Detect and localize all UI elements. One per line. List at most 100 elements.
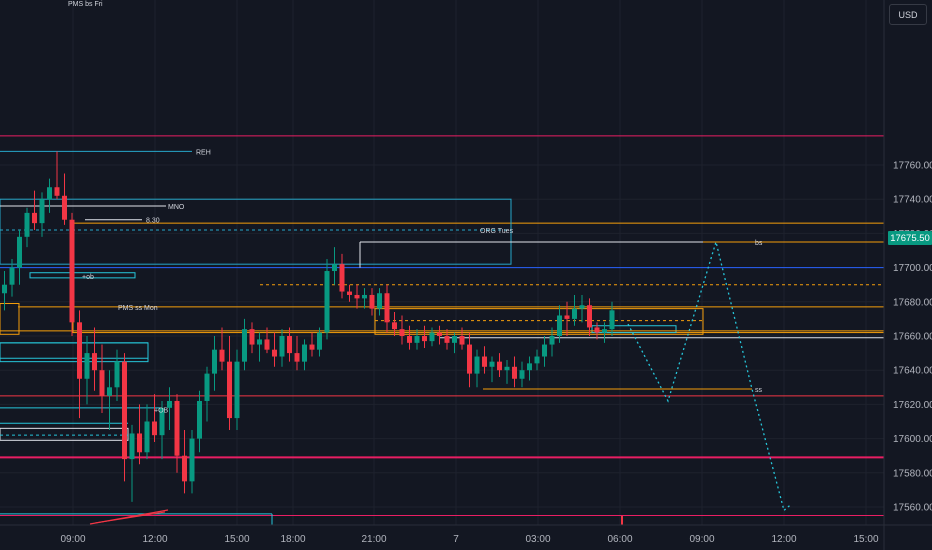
level-label-org-tues: ORG Tues bbox=[480, 228, 514, 235]
candle-body bbox=[227, 361, 232, 419]
candle-body bbox=[609, 310, 615, 330]
projection-path bbox=[627, 239, 791, 512]
y-tick-label: 17740.00 bbox=[893, 195, 932, 206]
level-label-bs: bs bbox=[755, 240, 763, 247]
candle-body bbox=[204, 373, 210, 401]
candle-body bbox=[324, 271, 330, 333]
candle-body bbox=[287, 336, 292, 354]
y-tick-label: 17620.00 bbox=[893, 400, 932, 411]
candle-body bbox=[317, 332, 322, 350]
candle-body bbox=[429, 332, 435, 342]
candle-body bbox=[174, 400, 180, 456]
candle-body bbox=[272, 349, 277, 357]
candle-body bbox=[159, 407, 165, 436]
x-tick-label: 09:00 bbox=[60, 534, 85, 545]
candle-body bbox=[572, 308, 577, 319]
x-tick-label: 03:00 bbox=[525, 534, 550, 545]
candle-body bbox=[557, 315, 562, 336]
x-tick-label: 15:00 bbox=[853, 534, 878, 545]
candle-body bbox=[2, 284, 7, 294]
ob-zone-box bbox=[29, 272, 136, 279]
candle-body bbox=[219, 349, 225, 362]
candle-body bbox=[339, 264, 345, 292]
candles bbox=[2, 151, 615, 502]
candle-body bbox=[99, 370, 105, 396]
y-tick-label: 17600.00 bbox=[893, 434, 932, 445]
zone-boxes bbox=[0, 198, 885, 441]
level-label-reh: REH bbox=[196, 149, 211, 156]
teal-zone-box bbox=[591, 325, 677, 334]
candle-body bbox=[77, 322, 82, 379]
candle-body bbox=[279, 336, 285, 357]
candle-body bbox=[384, 293, 390, 323]
candle-body bbox=[182, 455, 187, 482]
candle-body bbox=[354, 294, 360, 299]
candle-body bbox=[407, 336, 412, 343]
candle-body bbox=[107, 387, 112, 396]
currency-button[interactable]: USD bbox=[889, 4, 927, 25]
candle-body bbox=[167, 400, 172, 408]
candle-body bbox=[302, 344, 307, 362]
teal-zone-box bbox=[0, 198, 512, 265]
candle-body bbox=[534, 356, 540, 364]
candle-body bbox=[594, 327, 600, 333]
candle-body bbox=[474, 356, 480, 374]
candle-body bbox=[17, 236, 22, 268]
x-tick-label: 12:00 bbox=[142, 534, 167, 545]
candle-body bbox=[362, 294, 367, 299]
price-axis[interactable]: 17560.00 17580.00 17600.00 17620.00 17640.00… bbox=[883, 0, 932, 550]
candle-body bbox=[497, 361, 502, 371]
candle-body bbox=[602, 329, 607, 333]
candle-body bbox=[482, 356, 487, 367]
candle-body bbox=[392, 322, 397, 330]
candle-body bbox=[332, 264, 337, 272]
candle-body bbox=[489, 361, 495, 367]
last-price-tag: 17675.50 bbox=[888, 231, 932, 245]
candle-body bbox=[414, 336, 420, 343]
candle-body bbox=[504, 366, 510, 371]
candle-body bbox=[122, 361, 127, 460]
x-tick-label: 06:00 bbox=[607, 534, 632, 545]
candle-body bbox=[47, 187, 52, 200]
y-tick-label: 17680.00 bbox=[893, 297, 932, 308]
candle-body bbox=[587, 305, 592, 328]
x-tick-label: 18:00 bbox=[280, 534, 305, 545]
level-label-pms-bs-fri: PMS bs Fri bbox=[68, 1, 103, 8]
candle-body bbox=[369, 294, 375, 309]
time-axis[interactable]: 09:00 12:00 15:00 18:00 21:00 7 03:00 06:00 09:0… bbox=[0, 524, 932, 545]
candle-body bbox=[519, 370, 525, 379]
candle-body bbox=[347, 291, 352, 295]
candle-body bbox=[84, 353, 90, 379]
candle-body bbox=[197, 400, 202, 439]
candle-body bbox=[467, 344, 472, 374]
level-lines bbox=[0, 135, 884, 525]
x-tick-label: 7 bbox=[453, 534, 459, 545]
candle-body bbox=[444, 336, 450, 343]
candle-body bbox=[309, 344, 315, 350]
candle-body bbox=[257, 339, 262, 345]
candle-body bbox=[39, 199, 45, 224]
candle-body bbox=[137, 433, 142, 453]
candle-body bbox=[527, 363, 532, 371]
candle-body bbox=[189, 438, 195, 482]
candle-body bbox=[422, 336, 427, 342]
candle-body bbox=[234, 361, 240, 419]
candle-body bbox=[459, 336, 465, 345]
candle-body bbox=[249, 329, 255, 345]
x-tick-label: 21:00 bbox=[361, 534, 386, 545]
candle-body bbox=[32, 212, 37, 224]
candle-body bbox=[377, 293, 382, 309]
candle-body bbox=[549, 336, 555, 345]
candle-body bbox=[399, 329, 405, 336]
x-tick-label: 09:00 bbox=[689, 534, 714, 545]
level-label-830: 8.30 bbox=[146, 218, 160, 225]
x-tick-label: 15:00 bbox=[224, 534, 249, 545]
candle-body bbox=[129, 433, 135, 460]
y-tick-label: 17660.00 bbox=[893, 332, 932, 343]
annotation-ob-lower: +ob bbox=[82, 274, 94, 281]
y-tick-label: 17700.00 bbox=[893, 263, 932, 274]
white-zone-box bbox=[0, 427, 129, 441]
candle-body bbox=[452, 336, 457, 343]
orange-zone-box bbox=[0, 303, 20, 335]
